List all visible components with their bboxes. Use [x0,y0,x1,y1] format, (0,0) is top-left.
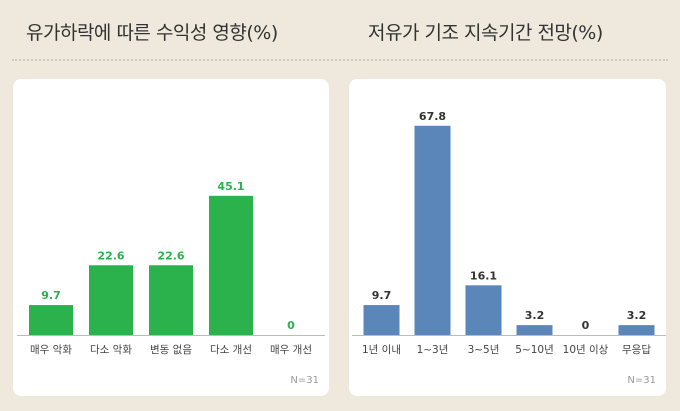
category-label: 다소 악화 [90,344,132,356]
bar [149,265,193,335]
chart-card-duration: 9.7 1년 이내 67.8 1~3년 16.1 3~5년 3.2 5~10년 0 10년 이상 3… [349,79,666,396]
bar-value-label: 0 [287,319,295,332]
bar [414,125,451,335]
dotted-divider [12,59,668,61]
category-label: 무응답 [622,344,651,356]
bar [618,325,655,335]
category-label: 3~5년 [468,344,500,356]
bar-value-label: 9.7 [372,289,392,302]
bar [363,305,400,335]
sample-size-label: N=31 [627,375,656,386]
category-label: 1년 이내 [362,344,401,356]
category-label: 매우 개선 [270,344,312,356]
bar-value-label: 45.1 [217,180,244,193]
bar [29,305,73,335]
bar [465,285,502,335]
bar-chart-profitability: 9.7 매우 악화 22.6 다소 악화 22.6 변동 없음 45.1 다소 개선 0 매우 개… [17,180,325,356]
chart-title-left: 유가하락에 따른 수익성 영향(%) [26,22,278,44]
category-label: 5~10년 [515,344,554,356]
bar-value-label: 22.6 [97,249,124,262]
category-label: 매우 악화 [30,344,72,356]
category-label: 1~3년 [417,344,449,356]
bar-value-label: 3.2 [525,309,545,322]
chart-title-right: 저유가 기조 지속기간 전망(%) [368,22,603,44]
bar [89,265,133,335]
sample-size-label: N=31 [290,375,319,386]
bar-value-label: 67.8 [419,110,446,123]
bar-value-label: 3.2 [627,309,647,322]
chart-card-profitability: 9.7 매우 악화 22.6 다소 악화 22.6 변동 없음 45.1 다소 개선 0 매우 개… [13,79,329,396]
bar [516,325,553,335]
bar-value-label: 22.6 [157,249,184,262]
category-label: 다소 개선 [210,344,252,356]
category-label: 10년 이상 [563,344,609,356]
bar-chart-duration: 9.7 1년 이내 67.8 1~3년 16.1 3~5년 3.2 5~10년 0 10년 이상 3… [352,110,666,356]
bar-value-label: 0 [582,319,590,332]
bar-value-label: 16.1 [470,269,497,282]
bar-value-label: 9.7 [41,289,61,302]
category-label: 변동 없음 [150,343,192,356]
bar [209,195,253,335]
